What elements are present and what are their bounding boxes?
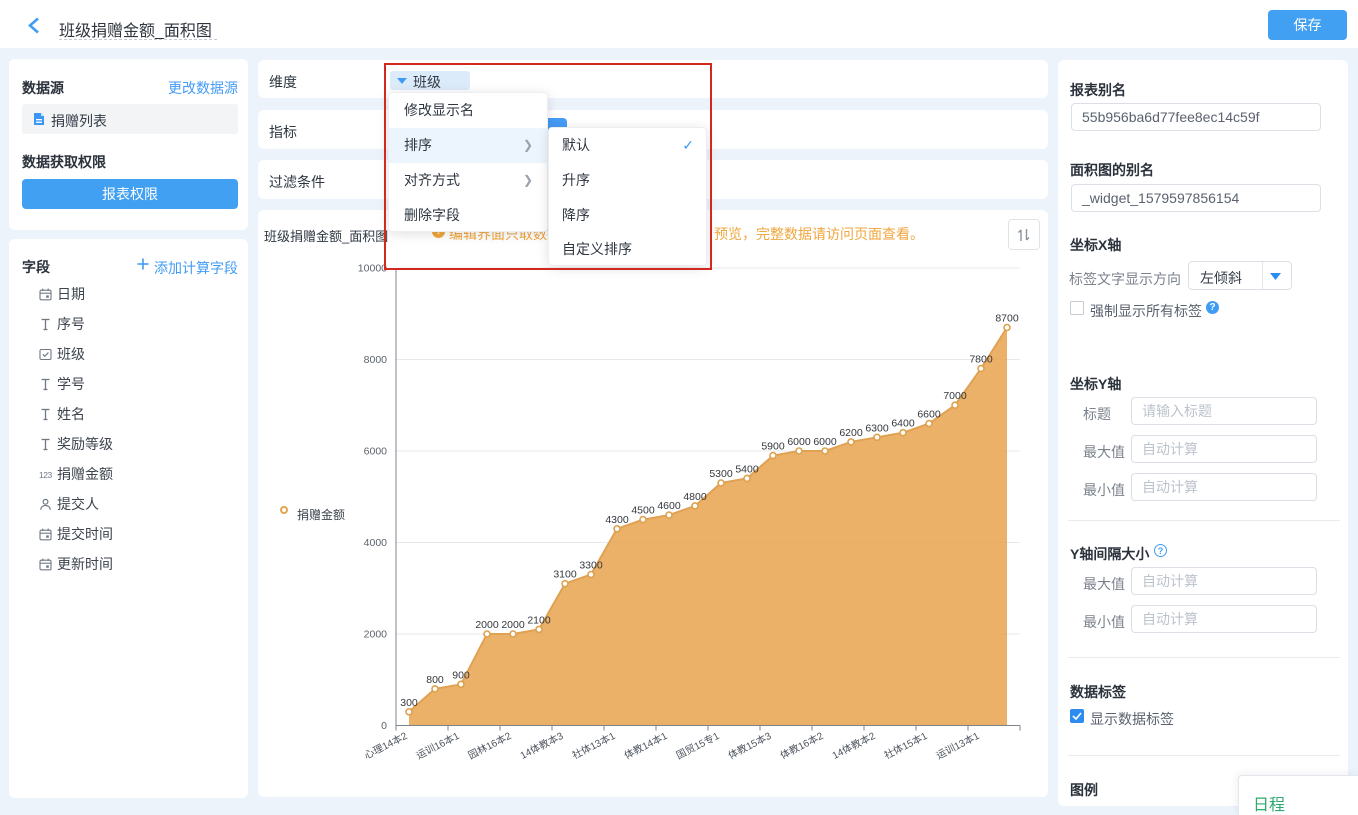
svg-text:14体教本3: 14体教本3 [518,729,566,762]
svg-text:社体13本1: 社体13本1 [570,729,618,762]
svg-text:0: 0 [381,720,387,732]
svg-text:4300: 4300 [605,514,629,526]
svg-text:5900: 5900 [761,441,785,453]
svg-text:800: 800 [426,674,444,686]
svg-text:3100: 3100 [553,569,577,581]
svg-text:体教16本2: 体教16本2 [778,729,826,762]
svg-text:14体教本2: 14体教本2 [830,729,878,762]
svg-text:6400: 6400 [891,418,915,430]
svg-text:6200: 6200 [839,427,863,439]
svg-text:4500: 4500 [631,505,655,517]
svg-text:4600: 4600 [657,500,681,512]
svg-text:4000: 4000 [364,537,388,549]
svg-text:5300: 5300 [709,468,733,480]
svg-text:7800: 7800 [969,354,993,366]
svg-text:300: 300 [400,697,418,709]
svg-text:900: 900 [452,669,470,681]
svg-text:6000: 6000 [813,436,837,448]
svg-text:体教15本3: 体教15本3 [726,729,774,762]
svg-text:2000: 2000 [501,619,525,631]
svg-text:心理14本2: 心理14本2 [362,729,410,762]
svg-text:2000: 2000 [475,619,499,631]
svg-text:123: 123 [39,470,52,480]
svg-text:体教14本1: 体教14本1 [622,729,670,762]
svg-text:6300: 6300 [865,422,889,434]
svg-text:3300: 3300 [579,560,603,572]
svg-text:2100: 2100 [527,614,551,626]
svg-text:8700: 8700 [995,313,1019,325]
svg-text:6000: 6000 [787,436,811,448]
svg-text:5400: 5400 [735,463,759,475]
svg-text:6000: 6000 [364,446,388,458]
svg-text:8000: 8000 [364,354,388,366]
svg-text:园林16本2: 园林16本2 [466,729,514,762]
svg-text:运训16本1: 运训16本1 [414,729,462,762]
svg-text:社体15本1: 社体15本1 [882,729,930,762]
svg-text:7000: 7000 [943,390,967,402]
svg-text:运训13本1: 运训13本1 [934,729,982,762]
svg-text:6600: 6600 [917,409,941,421]
svg-text:4800: 4800 [683,491,707,503]
svg-text:国贸15专1: 国贸15专1 [674,729,722,762]
svg-text:2000: 2000 [364,629,388,641]
svg-text:10000: 10000 [358,263,387,275]
